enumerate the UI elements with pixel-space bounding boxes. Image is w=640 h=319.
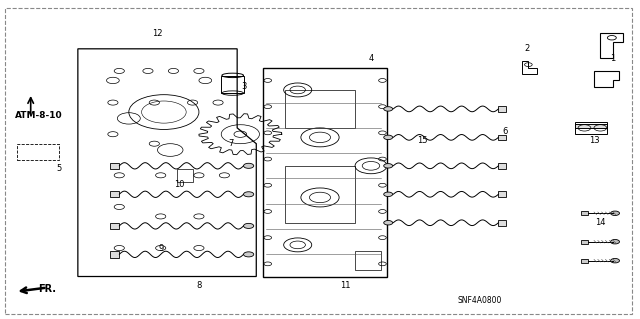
Bar bbox=[285, 90, 355, 128]
Circle shape bbox=[611, 240, 620, 244]
Bar bbox=[109, 191, 119, 197]
Text: 5: 5 bbox=[56, 165, 61, 174]
Text: 8: 8 bbox=[196, 281, 202, 291]
Text: 11: 11 bbox=[340, 281, 351, 291]
Text: ATM-8-10: ATM-8-10 bbox=[15, 111, 63, 120]
Text: 1: 1 bbox=[611, 54, 616, 63]
Circle shape bbox=[244, 192, 253, 197]
Circle shape bbox=[384, 135, 393, 140]
Bar bbox=[109, 223, 119, 229]
Bar bbox=[499, 106, 506, 112]
Text: 9: 9 bbox=[158, 243, 163, 253]
Circle shape bbox=[244, 163, 253, 168]
Text: 3: 3 bbox=[241, 82, 246, 91]
Bar bbox=[109, 163, 119, 169]
Circle shape bbox=[244, 223, 253, 228]
Bar bbox=[262, 68, 387, 277]
Bar bbox=[499, 220, 506, 226]
Text: 6: 6 bbox=[502, 127, 508, 136]
Bar bbox=[221, 76, 244, 93]
Text: 10: 10 bbox=[175, 180, 185, 189]
Bar bbox=[109, 251, 119, 257]
Text: FR.: FR. bbox=[38, 284, 56, 293]
Bar bbox=[581, 240, 588, 244]
Circle shape bbox=[384, 220, 393, 225]
Text: 4: 4 bbox=[369, 54, 374, 63]
Bar bbox=[499, 163, 506, 169]
Circle shape bbox=[384, 107, 393, 111]
Text: 12: 12 bbox=[152, 28, 163, 38]
Circle shape bbox=[244, 252, 253, 257]
Bar bbox=[499, 191, 506, 197]
Circle shape bbox=[384, 192, 393, 197]
Text: 14: 14 bbox=[595, 218, 605, 227]
Text: 7: 7 bbox=[228, 139, 234, 148]
Text: SNF4A0800: SNF4A0800 bbox=[457, 296, 501, 305]
Text: 2: 2 bbox=[524, 44, 530, 53]
Bar bbox=[17, 144, 59, 160]
Bar bbox=[355, 251, 381, 270]
Bar bbox=[499, 135, 506, 140]
Circle shape bbox=[384, 164, 393, 168]
Circle shape bbox=[611, 258, 620, 263]
Bar bbox=[285, 166, 355, 223]
Bar bbox=[177, 169, 193, 182]
Bar bbox=[581, 259, 588, 263]
Text: 15: 15 bbox=[417, 136, 428, 145]
Bar bbox=[581, 211, 588, 215]
Bar bbox=[575, 122, 607, 134]
Text: 13: 13 bbox=[589, 136, 599, 145]
Circle shape bbox=[611, 211, 620, 215]
Bar bbox=[575, 124, 607, 128]
